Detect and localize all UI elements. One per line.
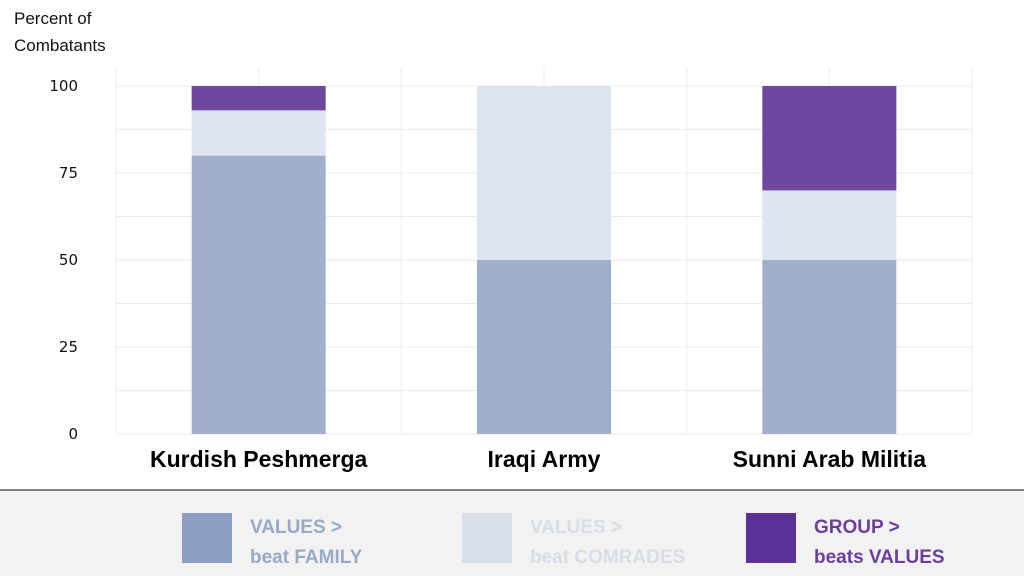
legend-swatch-values-beat-comrades (462, 513, 512, 563)
category-label-iraqi-army: Iraqi Army (488, 446, 601, 472)
bar-sunni-arab-militia-series-2 (762, 190, 897, 260)
bar-kurdish-peshmerga-series-2 (191, 110, 326, 156)
legend-label-values-beat-comrades: VALUES > beat COMRADES (530, 517, 686, 568)
y-axis-label-line-2: Combatants (14, 36, 106, 55)
y-tick-label-75: 75 (59, 164, 78, 182)
y-tick-labels: 0 25 50 75 100 (49, 77, 78, 443)
legend-label-group-beats-values: GROUP > beats VALUES (814, 517, 945, 568)
y-tick-label-100: 100 (49, 77, 78, 95)
bar-kurdish-peshmerga-series-1 (191, 155, 326, 434)
y-tick-label-25: 25 (59, 338, 78, 356)
legend-swatch-group-beats-values (746, 513, 796, 563)
category-labels: Kurdish Peshmerga Iraqi Army Sunni Arab Mi… (150, 446, 926, 472)
stacked-bar-chart: 0 25 50 75 100 Kurdish Peshmerga Iraqi Army Su… (14, 9, 973, 472)
legend-swatch-values-beat-family (182, 513, 232, 563)
bar-kurdish-peshmerga-series-3 (191, 86, 326, 111)
bars (191, 86, 897, 434)
bar-iraqi-army-series-1 (477, 260, 611, 434)
bar-iraqi-army-series-2 (477, 86, 611, 260)
y-tick-label-0: 0 (68, 425, 78, 443)
y-axis-label-line-1: Percent of (14, 9, 92, 28)
y-tick-label-50: 50 (59, 251, 78, 269)
bar-sunni-arab-militia-series-3 (762, 86, 897, 191)
legend: VALUES > beat FAMILY VALUES > beat COMRA… (0, 489, 1024, 576)
category-label-sunni-arab-militia: Sunni Arab Militia (733, 446, 927, 472)
bar-sunni-arab-militia-series-1 (762, 260, 897, 434)
legend-label-values-beat-family: VALUES > beat FAMILY (250, 517, 363, 568)
category-label-kurdish-peshmerga: Kurdish Peshmerga (150, 446, 367, 472)
